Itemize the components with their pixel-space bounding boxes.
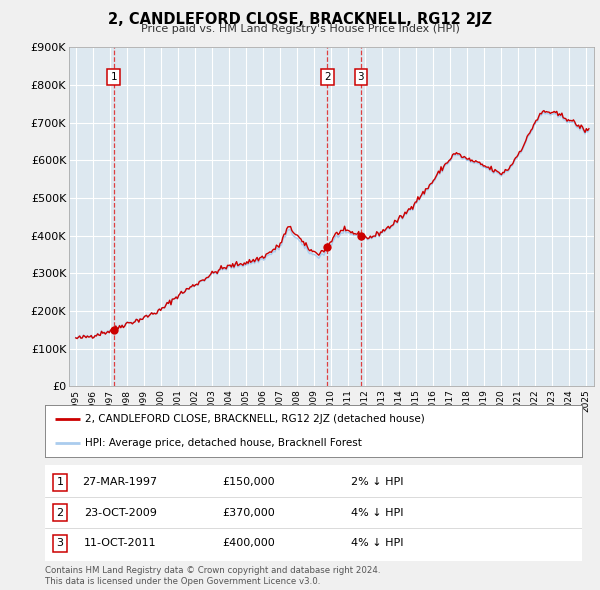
- Text: 2, CANDLEFORD CLOSE, BRACKNELL, RG12 2JZ: 2, CANDLEFORD CLOSE, BRACKNELL, RG12 2JZ: [108, 12, 492, 27]
- Text: £150,000: £150,000: [223, 477, 275, 487]
- Text: 2, CANDLEFORD CLOSE, BRACKNELL, RG12 2JZ (detached house): 2, CANDLEFORD CLOSE, BRACKNELL, RG12 2JZ…: [85, 414, 425, 424]
- Text: 23-OCT-2009: 23-OCT-2009: [84, 508, 157, 517]
- Text: 4% ↓ HPI: 4% ↓ HPI: [351, 508, 404, 517]
- Text: 2% ↓ HPI: 2% ↓ HPI: [351, 477, 404, 487]
- Text: £400,000: £400,000: [223, 538, 275, 548]
- Text: Price paid vs. HM Land Registry's House Price Index (HPI): Price paid vs. HM Land Registry's House …: [140, 24, 460, 34]
- Text: 1: 1: [56, 477, 64, 487]
- Text: 2: 2: [56, 508, 64, 517]
- Text: 4% ↓ HPI: 4% ↓ HPI: [351, 538, 404, 548]
- Text: 27-MAR-1997: 27-MAR-1997: [83, 477, 158, 487]
- Text: 3: 3: [358, 73, 364, 83]
- Text: 3: 3: [56, 538, 64, 548]
- Text: 2: 2: [324, 73, 331, 83]
- Text: Contains HM Land Registry data © Crown copyright and database right 2024.
This d: Contains HM Land Registry data © Crown c…: [45, 566, 380, 586]
- Text: 11-OCT-2011: 11-OCT-2011: [84, 538, 157, 548]
- Text: £370,000: £370,000: [223, 508, 275, 517]
- Text: 1: 1: [110, 73, 117, 83]
- Text: HPI: Average price, detached house, Bracknell Forest: HPI: Average price, detached house, Brac…: [85, 438, 362, 448]
